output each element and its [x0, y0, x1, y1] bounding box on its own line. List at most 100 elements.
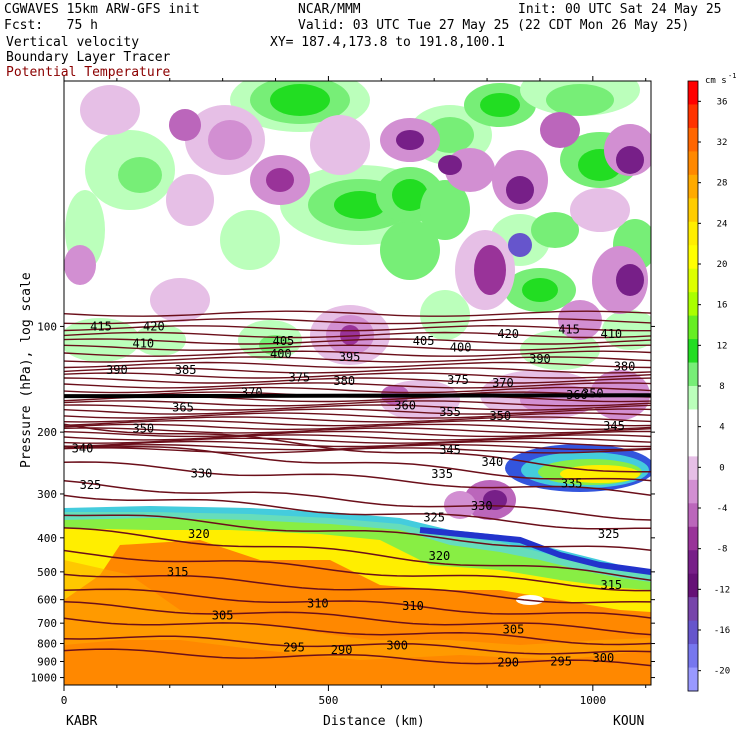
theta-isentrope-upper — [64, 408, 651, 415]
colorbar-tick-label: 12 — [717, 341, 728, 351]
tracer-edge-blue — [419, 527, 651, 575]
theta-label: 390 — [106, 363, 128, 377]
theta-label: 410 — [600, 327, 622, 341]
theta-label: 370 — [241, 385, 263, 399]
x-endpoint-left: KABR — [66, 714, 97, 729]
theta-isentrope-lower — [64, 588, 651, 619]
colorbar-tick-label: 8 — [719, 382, 724, 392]
colorbar-segment — [688, 315, 698, 340]
y-axis-label: Pressure (hPa), log scale — [19, 272, 34, 468]
colorbar-tick-label: -12 — [714, 585, 730, 595]
theta-isentrope-upper — [64, 344, 651, 351]
colorbar-segment — [688, 198, 698, 223]
colorbar-tick-label: 0 — [719, 463, 724, 473]
theta-isentrope-upper — [64, 412, 651, 419]
theta-isentrope-upper — [64, 434, 651, 441]
colorbar-tick-label: 20 — [717, 260, 728, 270]
theta-isentrope-upper — [64, 331, 651, 339]
plot-frame — [63, 80, 652, 686]
theta-isentrope-upper — [64, 443, 651, 451]
theta-label: 415 — [90, 319, 112, 333]
colorbar-tick-label: 4 — [719, 423, 724, 433]
y-tick-label: 1000 — [31, 672, 58, 685]
theta-label: 415 — [558, 322, 580, 336]
theta-label: 375 — [288, 371, 310, 385]
colorbar: 36 32 28 24 20 16 12 8 4 0 -4 -8 -12 -16 -20 — [687, 80, 730, 692]
theta-label: 410 — [132, 337, 154, 351]
theta-isentrope-upper — [64, 338, 651, 345]
theta-isentrope-lower — [64, 648, 651, 667]
theta-label: 325 — [598, 527, 620, 541]
colorbar-unit-exponent: -1 — [728, 72, 736, 80]
theta-isentrope-upper — [64, 367, 651, 374]
theta-label: 330 — [471, 499, 493, 513]
theta-label: 375 — [447, 373, 469, 387]
theta-label: 405 — [413, 334, 435, 348]
y-tick-label: 400 — [37, 532, 57, 545]
theta-label: 300 — [386, 638, 408, 652]
theta-label: 305 — [503, 623, 525, 637]
field-name: Vertical velocity — [6, 35, 140, 50]
theta-label: 420 — [497, 327, 519, 341]
theta-label: 330 — [191, 466, 213, 480]
theta-label: 315 — [167, 565, 189, 579]
colorbar-tick-label: -20 — [714, 667, 730, 677]
theta-label: 390 — [529, 352, 551, 366]
theta-label: 315 — [600, 578, 622, 592]
theta-label: 325 — [80, 478, 102, 492]
theta-isentrope-upper — [64, 361, 651, 369]
colorbar-segment — [688, 550, 698, 575]
x-axis: 0 500 1000 — [61, 76, 647, 707]
y-axis: 100 200 300 400 500 600 700 800 900 1000 — [31, 320, 655, 685]
theta-isentrope-lower — [64, 461, 651, 496]
tracer-field-orange-surface — [64, 650, 651, 685]
colorbar-tick-label: 32 — [717, 138, 728, 148]
theta-label: 335 — [431, 467, 453, 481]
theta-label: 400 — [450, 341, 472, 355]
theta-isentrope-upper — [64, 437, 651, 444]
theta-isentrope-upper — [64, 350, 651, 357]
y-tick-label: 900 — [37, 655, 57, 668]
init-time: Init: 00 UTC Sat 24 May 25 — [518, 2, 722, 17]
colorbar-tick-label: 36 — [717, 97, 728, 107]
theta-label: 340 — [72, 442, 94, 456]
theta-label: 295 — [283, 641, 305, 655]
theta-isentrope-lower — [64, 494, 651, 530]
theta-isentrope-upper — [64, 317, 651, 325]
theta-isentrope-lower — [64, 527, 651, 581]
colorbar-segment — [688, 479, 698, 504]
forecast-hour: Fcst: 75 h — [4, 18, 98, 33]
theta-label: 320 — [429, 549, 451, 563]
colorbar-segment — [688, 597, 698, 622]
theta-isentrope-upper — [64, 423, 651, 431]
theta-isentrope-lower — [64, 479, 651, 521]
y-tick-label: 800 — [37, 638, 57, 651]
colorbar-segment — [688, 456, 698, 481]
theta-isentrope-lower — [64, 601, 651, 636]
y-tick-label: 600 — [37, 594, 57, 607]
colorbar-tick-label: -4 — [717, 504, 728, 514]
colorbar-segment — [688, 292, 698, 317]
theta-isentrope-upper — [64, 400, 651, 407]
theta-isentrope-lower — [64, 617, 651, 646]
theta-isentrope-upper — [64, 404, 651, 411]
colorbar-tick-label: 28 — [717, 179, 728, 189]
organization: NCAR/MMM — [298, 2, 361, 17]
theta-isentrope-upper — [64, 447, 651, 454]
y-tick-label: 700 — [37, 617, 57, 630]
theta-isentrope-upper — [64, 324, 651, 332]
theta-label: 325 — [423, 510, 445, 524]
colorbar-tick-label: 16 — [717, 301, 728, 311]
theta-isentrope-upper — [64, 416, 651, 423]
x-tick-label: 0 — [61, 694, 68, 707]
theta-label: 290 — [331, 643, 353, 657]
colorbar-segment — [688, 81, 698, 105]
theta-isentrope-lower — [64, 445, 651, 482]
theta-label: 405 — [273, 334, 295, 348]
tracer-name: Boundary Layer Tracer — [6, 50, 171, 65]
colorbar-segment — [688, 667, 698, 692]
colorbar-segment — [688, 526, 698, 551]
theta-label: 350 — [582, 386, 604, 400]
colorbar-segment — [688, 245, 698, 270]
